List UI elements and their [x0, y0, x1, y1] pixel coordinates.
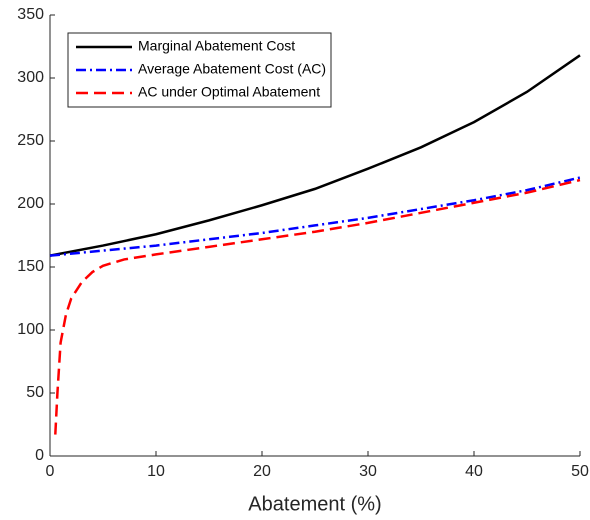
y-tick-label: 350	[17, 6, 44, 23]
y-tick-label: 250	[17, 132, 44, 149]
legend-label: Average Abatement Cost (AC)	[138, 61, 326, 77]
y-tick-label: 50	[26, 384, 44, 401]
y-tick-label: 100	[17, 321, 44, 338]
x-tick-label: 40	[465, 463, 483, 480]
x-tick-label: 0	[46, 463, 55, 480]
x-tick-label: 20	[253, 463, 271, 480]
x-axis-label: Abatement (%)	[248, 493, 381, 515]
x-tick-label: 10	[147, 463, 165, 480]
y-tick-label: 200	[17, 195, 44, 212]
x-tick-label: 30	[359, 463, 377, 480]
line-series	[54, 178, 581, 435]
legend-box	[67, 32, 332, 108]
line-series	[49, 54, 581, 257]
y-tick-label: 0	[35, 447, 44, 464]
legend-label: Marginal Abatement Cost	[138, 38, 295, 54]
line-series	[49, 176, 581, 257]
legend-label: AC under Optimal Abatement	[138, 84, 320, 100]
x-tick-label: 50	[571, 463, 589, 480]
y-tick-label: 150	[17, 258, 44, 275]
y-tick-label: 300	[17, 69, 44, 86]
